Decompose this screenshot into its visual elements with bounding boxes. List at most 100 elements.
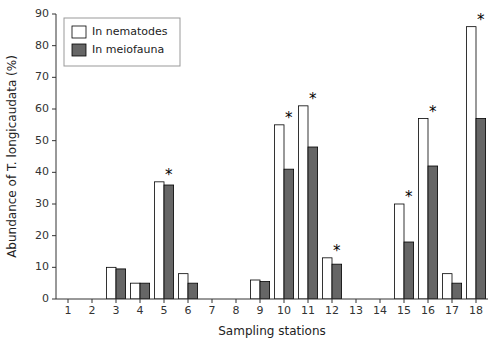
annotation: *: [333, 242, 341, 260]
x-tick: [212, 299, 213, 303]
bar: [140, 283, 150, 299]
y-tick: [52, 172, 56, 173]
bar: [274, 125, 284, 299]
bars: [106, 27, 485, 299]
x-tick: [68, 299, 69, 303]
x-tick-label: 12: [325, 304, 339, 317]
bar: [394, 204, 404, 299]
y-tick: [52, 45, 56, 46]
bar: [308, 147, 318, 299]
y-tick: [52, 299, 56, 300]
x-tick-label: 7: [209, 304, 216, 317]
legend: In nematodes In meiofauna: [64, 18, 180, 66]
y-tick-label: 50: [35, 134, 49, 147]
x-tick-label: 18: [469, 304, 483, 317]
x-tick: [428, 299, 429, 303]
annotation: *: [429, 103, 437, 121]
bar: [284, 169, 294, 299]
y-tick-label: 70: [35, 70, 49, 83]
x-tick-label: 13: [349, 304, 363, 317]
x-tick-label: 8: [233, 304, 240, 317]
bar: [250, 280, 260, 299]
y-tick: [52, 235, 56, 236]
bar: [130, 283, 140, 299]
legend-label: In meiofauna: [92, 43, 164, 56]
annotations: * * * * * * *: [165, 11, 485, 260]
bar: [476, 119, 486, 300]
x-tick-label: 15: [397, 304, 411, 317]
x-tick: [140, 299, 141, 303]
y-tick-label: 40: [35, 165, 49, 178]
x-tick-label: 2: [89, 304, 96, 317]
x-tick: [308, 299, 309, 303]
x-tick: [188, 299, 189, 303]
annotation: *: [405, 188, 413, 206]
x-tick-label: 16: [421, 304, 435, 317]
x-tick-label: 4: [137, 304, 144, 317]
bar: [428, 166, 438, 299]
y-tick-label: 80: [35, 39, 49, 52]
bar: [260, 282, 270, 299]
annotation: *: [477, 11, 485, 29]
x-tick: [236, 299, 237, 303]
x-tick: [284, 299, 285, 303]
x-tick: [404, 299, 405, 303]
y-axis: 0102030405060708090: [35, 7, 56, 305]
x-tick-label: 17: [445, 304, 459, 317]
bar: [164, 185, 174, 299]
legend-box: [64, 18, 180, 66]
chart: 0102030405060708090123456789101112131415…: [0, 0, 500, 343]
x-axis-line: [56, 299, 488, 300]
x-tick: [452, 299, 453, 303]
bar: [322, 258, 332, 299]
x-tick: [356, 299, 357, 303]
y-tick-label: 90: [35, 7, 49, 20]
legend-label: In nematodes: [92, 25, 168, 38]
x-tick-label: 9: [257, 304, 264, 317]
annotation: *: [165, 166, 173, 184]
x-tick-label: 1: [65, 304, 72, 317]
x-axis-label: Sampling stations: [218, 324, 326, 338]
x-tick: [260, 299, 261, 303]
bar: [404, 242, 414, 299]
bar: [298, 106, 308, 299]
x-tick: [332, 299, 333, 303]
bar: [178, 274, 188, 299]
bar: [154, 182, 164, 299]
y-tick: [52, 77, 56, 78]
y-axis-line: [56, 14, 57, 299]
annotation: *: [285, 109, 293, 127]
x-tick: [116, 299, 117, 303]
x-tick-label: 5: [161, 304, 168, 317]
y-tick-label: 20: [35, 229, 49, 242]
y-axis-label: Abundance of T. longicaudata (%): [5, 55, 19, 258]
x-tick-label: 6: [185, 304, 192, 317]
bar: [188, 283, 198, 299]
y-tick: [52, 204, 56, 205]
x-tick-label: 14: [373, 304, 387, 317]
x-tick-label: 10: [277, 304, 291, 317]
x-tick: [164, 299, 165, 303]
y-tick-label: 60: [35, 102, 49, 115]
bar: [332, 264, 342, 299]
x-tick: [476, 299, 477, 303]
y-tick: [52, 140, 56, 141]
x-tick-label: 3: [113, 304, 120, 317]
bar: [452, 283, 462, 299]
x-tick-label: 11: [301, 304, 315, 317]
y-tick: [52, 267, 56, 268]
legend-swatch: [72, 44, 86, 56]
y-tick-label: 0: [42, 292, 49, 305]
bar: [418, 119, 428, 300]
x-tick: [92, 299, 93, 303]
x-axis: 123456789101112131415161718: [56, 299, 488, 317]
legend-swatch: [72, 26, 86, 38]
bar: [442, 274, 452, 299]
bar: [116, 269, 126, 299]
y-tick-label: 30: [35, 197, 49, 210]
y-tick: [52, 14, 56, 15]
y-tick: [52, 109, 56, 110]
annotation: *: [309, 90, 317, 108]
bar: [466, 27, 476, 299]
bar: [106, 267, 116, 299]
